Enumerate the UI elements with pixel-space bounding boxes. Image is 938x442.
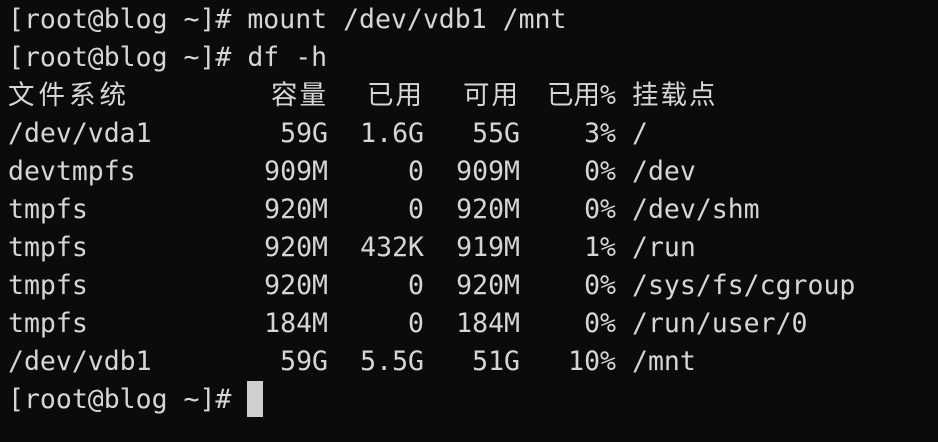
cell-used: 432K [360, 232, 424, 263]
df-row: /dev/vdb1 59G 5.5G 51G 10% /mnt [8, 343, 928, 381]
cell-used: 5.5G [360, 346, 424, 377]
cell-size: 184M [264, 308, 328, 339]
df-row: /dev/vda1 59G 1.6G 55G 3% / [8, 115, 928, 153]
command-text: df -h [247, 42, 328, 73]
cell-avail: 920M [456, 194, 520, 225]
cell-filesystem: /dev/vdb1 [8, 346, 152, 377]
cell-size: 59G [280, 346, 328, 377]
header-used: 已用 [367, 80, 424, 111]
cell-mounted-on: /run/user/0 [632, 308, 808, 339]
cell-use-percent: 0% [584, 194, 616, 225]
cell-use-percent: 1% [584, 232, 616, 263]
df-row: tmpfs 920M 0 920M 0% /sys/fs/cgroup [8, 267, 928, 305]
header-size: 容量 [271, 80, 328, 111]
header-use-percent: 已用% [547, 80, 616, 111]
cell-used: 0 [408, 156, 424, 187]
prompt: [root@blog ~]# [8, 384, 232, 415]
cell-filesystem: /dev/vda1 [8, 118, 152, 149]
cell-avail: 51G [472, 346, 520, 377]
header-mounted-on: 挂载点 [632, 80, 718, 111]
df-row: tmpfs 920M 432K 919M 1% /run [8, 229, 928, 267]
cell-size: 59G [280, 118, 328, 149]
cell-avail: 55G [472, 118, 520, 149]
cell-filesystem: tmpfs [8, 232, 88, 263]
cell-size: 909M [264, 156, 328, 187]
cell-mounted-on: /dev/shm [632, 194, 760, 225]
cell-filesystem: tmpfs [8, 270, 88, 301]
cell-use-percent: 0% [584, 270, 616, 301]
command-line[interactable]: [root@blog ~]# [8, 380, 264, 419]
prompt: [root@blog ~]# [8, 4, 232, 35]
df-row: tmpfs 920M 0 920M 0% /dev/shm [8, 191, 928, 229]
cursor [247, 380, 264, 417]
cell-avail: 920M [456, 270, 520, 301]
command-line: [root@blog ~]# df -h [8, 39, 327, 77]
df-row: tmpfs 184M 0 184M 0% /run/user/0 [8, 305, 928, 343]
command-text: mount /dev/vdb1 /mnt [247, 4, 567, 35]
cell-avail: 919M [456, 232, 520, 263]
df-row: devtmpfs 909M 0 909M 0% /dev [8, 153, 928, 191]
cell-size: 920M [264, 194, 328, 225]
cell-use-percent: 0% [584, 308, 616, 339]
cell-mounted-on: /sys/fs/cgroup [632, 270, 856, 301]
df-header: 文件系统 容量 已用 可用 已用% 挂载点 [8, 77, 928, 115]
cell-filesystem: tmpfs [8, 308, 88, 339]
cell-size: 920M [264, 270, 328, 301]
cell-filesystem: tmpfs [8, 194, 88, 225]
cell-filesystem: devtmpfs [8, 156, 136, 187]
cell-mounted-on: /mnt [632, 346, 696, 377]
header-avail: 可用 [463, 80, 520, 111]
cell-used: 0 [408, 308, 424, 339]
cell-use-percent: 0% [584, 156, 616, 187]
header-filesystem: 文件系统 [8, 80, 130, 111]
cell-used: 0 [408, 270, 424, 301]
cell-mounted-on: / [632, 118, 648, 149]
cell-use-percent: 3% [584, 118, 616, 149]
cell-size: 920M [264, 232, 328, 263]
command-line: [root@blog ~]# mount /dev/vdb1 /mnt [8, 1, 566, 39]
cell-avail: 909M [456, 156, 520, 187]
cell-used: 1.6G [360, 118, 424, 149]
prompt: [root@blog ~]# [8, 42, 232, 73]
cell-mounted-on: /run [632, 232, 696, 263]
cell-avail: 184M [456, 308, 520, 339]
cell-use-percent: 10% [568, 346, 616, 377]
cell-mounted-on: /dev [632, 156, 696, 187]
cell-used: 0 [408, 194, 424, 225]
